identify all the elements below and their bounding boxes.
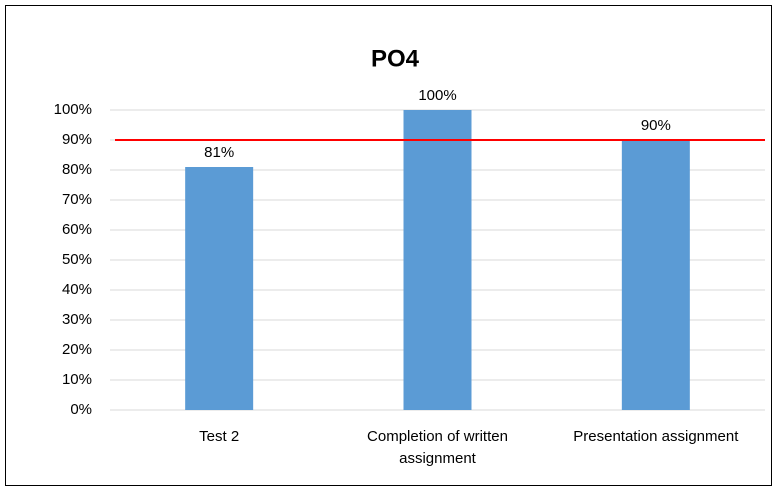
y-tick-label: 0% [70,401,92,418]
value-label: 100% [418,87,456,104]
y-tick-label: 20% [62,341,92,358]
y-tick-label: 100% [54,101,92,118]
y-tick-label: 10% [62,371,92,388]
bar [403,110,472,410]
value-label: 81% [204,144,234,161]
bar [621,140,690,410]
x-tick-label: Test 2 [199,428,240,445]
value-label: 90% [641,117,671,134]
y-tick-label: 90% [62,131,92,148]
x-tick-label: Presentation assignment [573,428,739,445]
y-tick-label: 50% [62,251,92,268]
chart-title: PO4 [371,45,420,72]
bar [185,167,254,410]
y-tick-label: 60% [62,221,92,238]
y-tick-label: 80% [62,161,92,178]
y-tick-label: 30% [62,311,92,328]
y-tick-label: 70% [62,191,92,208]
y-tick-label: 40% [62,281,92,298]
x-tick-label: Completion of written assignment [367,428,508,467]
